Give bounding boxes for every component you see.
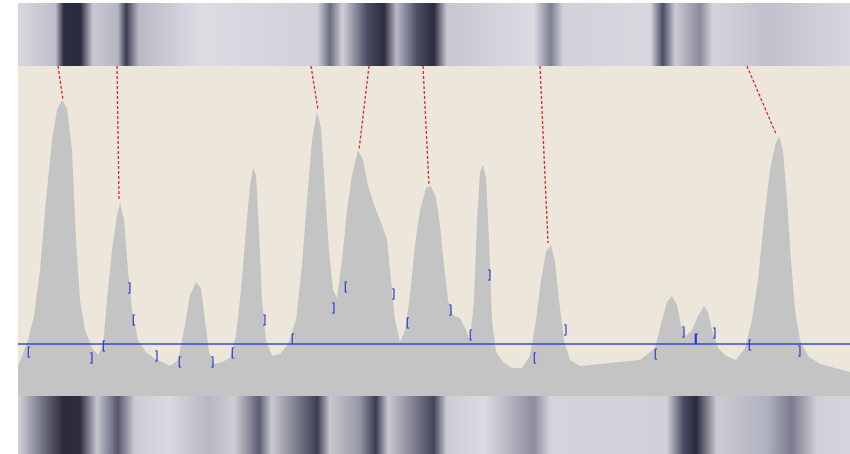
- gel-lane-strip-bottom: [18, 396, 850, 454]
- peak-start-bracket[interactable]: [: [25, 345, 32, 359]
- density-profile: [18, 100, 850, 396]
- peak-start-bracket[interactable]: [: [692, 332, 699, 346]
- band-peak-link: [422, 65, 430, 187]
- peak-end-bracket[interactable]: ]: [209, 355, 216, 369]
- peak-end-bracket[interactable]: ]: [486, 268, 493, 282]
- peak-start-bracket[interactable]: [: [100, 339, 107, 353]
- peak-start-bracket[interactable]: [: [746, 338, 753, 352]
- peak-end-bracket[interactable]: ]: [261, 313, 268, 327]
- peak-start-bracket[interactable]: [: [130, 313, 137, 327]
- band-peak-link: [310, 65, 319, 111]
- peak-start-bracket[interactable]: [: [467, 328, 474, 342]
- peak-end-bracket[interactable]: ]: [680, 325, 687, 339]
- peak-end-bracket[interactable]: ]: [330, 301, 337, 315]
- peak-end-bracket[interactable]: ]: [711, 326, 718, 340]
- peak-start-bracket[interactable]: [: [229, 346, 236, 360]
- peak-start-bracket[interactable]: [: [176, 355, 183, 369]
- peak-end-bracket[interactable]: ]: [447, 303, 454, 317]
- peak-start-bracket[interactable]: [: [693, 332, 700, 346]
- peak-end-bracket[interactable]: ]: [126, 281, 133, 295]
- band-peak-link: [57, 65, 64, 101]
- peak-end-bracket[interactable]: ]: [711, 326, 718, 340]
- peak-end-bracket[interactable]: ]: [390, 287, 397, 301]
- peak-brackets: [][][][][][][][][][][][][][]: [25, 268, 803, 369]
- band-peak-links: [57, 65, 777, 244]
- peak-start-bracket[interactable]: [: [531, 351, 538, 365]
- band-peak-link: [358, 65, 370, 151]
- gel-lane-strip-top: [18, 3, 850, 66]
- band-peak-link: [746, 65, 777, 135]
- band-peak-link: [116, 65, 120, 200]
- peak-start-bracket[interactable]: [: [289, 332, 296, 346]
- peak-start-bracket[interactable]: [: [652, 347, 659, 361]
- band-peak-link: [539, 65, 549, 244]
- peak-start-bracket[interactable]: [: [342, 280, 349, 294]
- peak-end-bracket[interactable]: ]: [153, 349, 160, 363]
- peak-end-bracket[interactable]: ]: [796, 344, 803, 358]
- peak-start-bracket[interactable]: [: [404, 316, 411, 330]
- peak-end-bracket[interactable]: ]: [88, 351, 95, 365]
- peak-end-bracket[interactable]: ]: [562, 323, 569, 337]
